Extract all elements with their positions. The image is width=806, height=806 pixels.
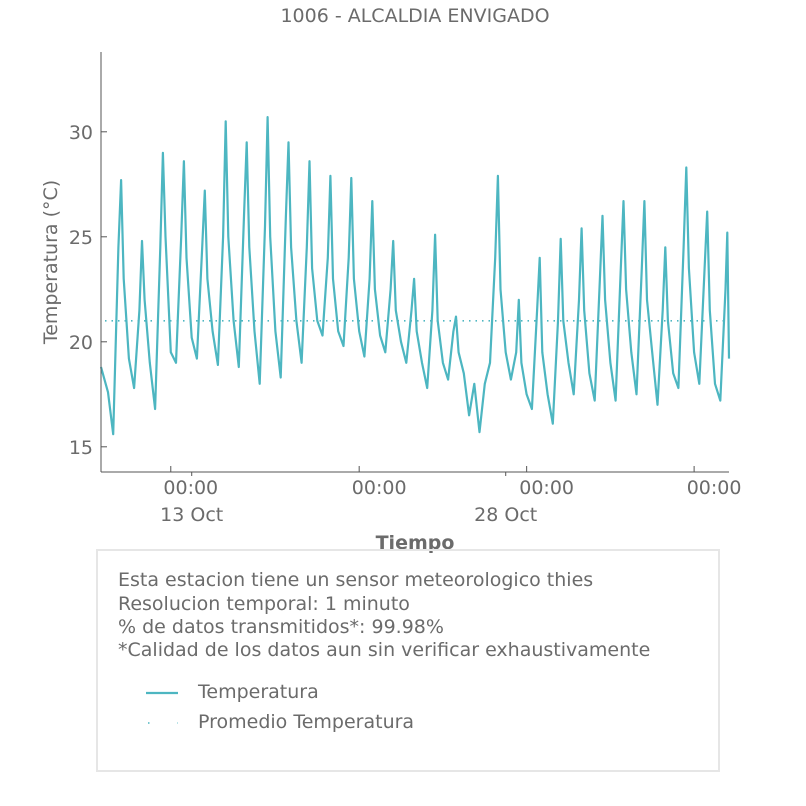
- y-tick-label: 20: [69, 332, 93, 354]
- x-date-label: 13 Oct: [160, 504, 223, 526]
- y-axis-label: Temperatura (°C): [40, 180, 62, 345]
- info-resolution: Resolucion temporal: 1 minuto: [118, 593, 410, 615]
- chart-title: 1006 - ALCALDIA ENVIGADO: [280, 5, 549, 27]
- legend-label-promedio: Promedio Temperatura: [198, 711, 415, 733]
- y-tick-label: 15: [69, 437, 93, 459]
- info-sensor: Esta estacion tiene un sensor meteorolog…: [118, 569, 594, 591]
- info-quality-note: *Calidad de los datos aun sin verificar …: [118, 639, 651, 661]
- y-tick-label: 25: [69, 227, 93, 249]
- info-box: Esta estacion tiene un sensor meteorolog…: [96, 549, 720, 772]
- x-axis-label: Tiempo: [376, 532, 455, 554]
- legend-label-temperatura: Temperatura: [198, 681, 319, 703]
- x-ticks: 00:00 00:00 00:00 00:00 13 Oct 28 Oct: [160, 466, 741, 526]
- info-transmitted: % de datos transmitidos*: 99.98%: [118, 616, 444, 638]
- x-date-label: 28 Oct: [474, 504, 537, 526]
- x-tick-label: 00:00: [519, 477, 574, 499]
- legend-solid-line-icon: [146, 691, 178, 695]
- x-tick-label: 00:00: [687, 477, 742, 499]
- x-tick-label: 00:00: [352, 477, 407, 499]
- y-tick-label: 30: [69, 122, 93, 144]
- x-tick-label: 00:00: [163, 477, 218, 499]
- legend-dotted-line-icon: [148, 722, 178, 724]
- y-ticks: 15 20 25 30: [69, 122, 107, 459]
- series-layer: [99, 116, 731, 436]
- series-line-0: [99, 116, 731, 436]
